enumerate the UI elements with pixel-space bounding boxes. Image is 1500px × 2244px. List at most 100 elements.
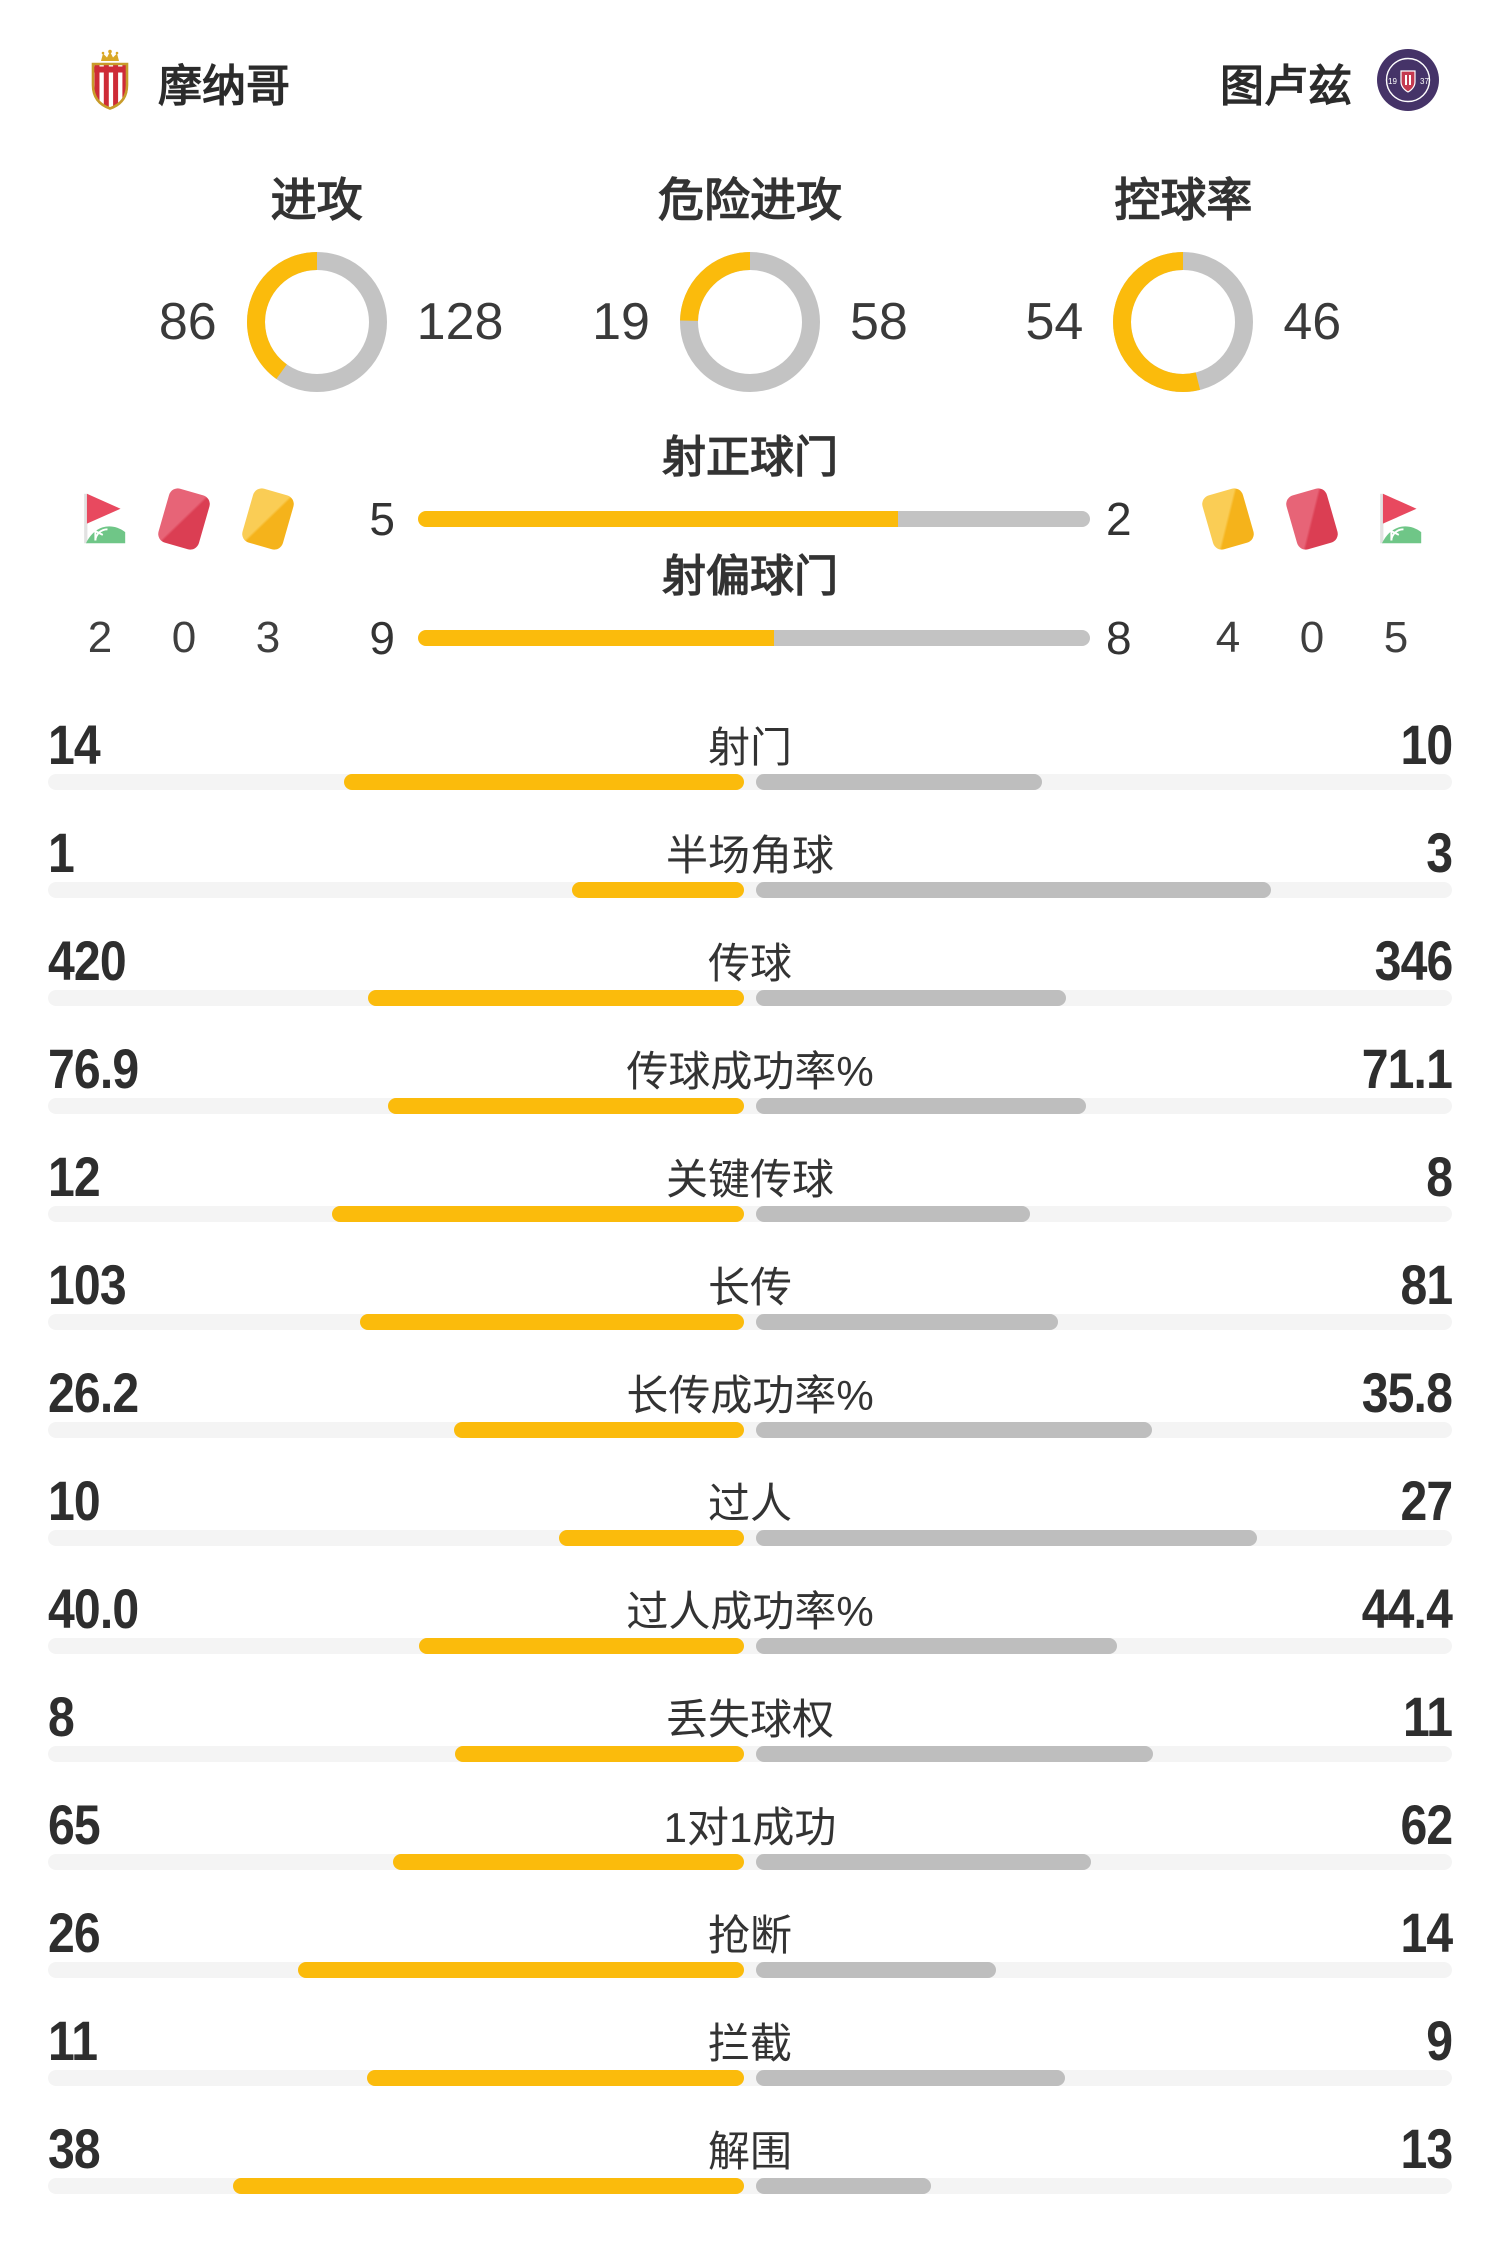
- home-stat-value: 10: [48, 1468, 101, 1532]
- stat-label: 抢断: [707, 1911, 793, 1959]
- stat-row: 8 丢失球权 11: [0, 1662, 1500, 1770]
- away-red-cards-value: 0: [1299, 613, 1325, 662]
- donut-title: 进攻: [270, 174, 363, 226]
- away-discipline-icons: [1200, 486, 1424, 552]
- home-corners-value: 2: [87, 613, 113, 662]
- away-stat-value: 27: [1400, 1468, 1453, 1532]
- stat-label: 过人: [707, 1479, 793, 1527]
- stat-label: 长传成功率%: [626, 1371, 874, 1419]
- away-stat-bar: [756, 2178, 931, 2194]
- away-stat-value: 3: [1426, 820, 1453, 884]
- away-shot-value: 2: [1106, 493, 1132, 545]
- donut-dangerous-attacks: 危险进攻 19 58: [533, 160, 966, 400]
- home-stat-bar: [298, 1962, 744, 1978]
- home-discipline-values: 2 0 3: [72, 610, 296, 666]
- home-discipline-icons: [72, 486, 296, 552]
- away-stat-bar: [756, 2070, 1065, 2086]
- home-shot-bar: [418, 630, 774, 646]
- away-stat-value: 71.1: [1361, 1036, 1453, 1100]
- home-yellow-cards-value: 3: [255, 613, 281, 662]
- away-stat-bar: [756, 1854, 1091, 1870]
- stat-row: 65 1对1成功 62: [0, 1770, 1500, 1878]
- stat-row: 40.0 过人成功率% 44.4: [0, 1554, 1500, 1662]
- home-stat-bar: [419, 1638, 744, 1654]
- home-stat-bar: [455, 1746, 744, 1762]
- home-stat-value: 65: [48, 1792, 101, 1856]
- home-stat-bar: [559, 1530, 744, 1546]
- away-shot-value: 8: [1106, 612, 1132, 664]
- home-stat-value: 76.9: [48, 1036, 139, 1100]
- home-donut-value: 86: [158, 293, 217, 351]
- home-team-logo: [86, 49, 134, 116]
- stat-bar-track: [48, 1422, 1452, 1438]
- home-stat-bar: [454, 1422, 744, 1438]
- away-team-name: 图卢兹: [1220, 62, 1352, 111]
- corner-flag-icon: [72, 489, 128, 549]
- home-shot-bar: [418, 511, 898, 527]
- home-stat-bar: [367, 2070, 744, 2086]
- home-shot-value: 5: [369, 493, 395, 545]
- stat-label: 拦截: [707, 2019, 793, 2067]
- away-stat-value: 62: [1400, 1792, 1453, 1856]
- away-stat-value: 8: [1426, 1144, 1453, 1208]
- home-stat-value: 420: [48, 928, 127, 992]
- match-header: 摩纳哥 图卢兹 19 37: [0, 40, 1500, 124]
- shots-off-target-bar: [418, 630, 1090, 646]
- away-stat-value: 11: [1402, 1684, 1453, 1748]
- stat-bar-track: [48, 1098, 1452, 1114]
- home-stat-value: 14: [48, 712, 101, 776]
- stat-row: 76.9 传球成功率% 71.1: [0, 1014, 1500, 1122]
- stat-label: 解围: [707, 2127, 793, 2175]
- stat-row: 38 解围 13: [0, 2094, 1500, 2202]
- stat-label: 射门: [707, 723, 793, 771]
- stat-label: 传球成功率%: [626, 1047, 874, 1095]
- away-stat-value: 14: [1400, 1900, 1453, 1964]
- donut-ring: [1113, 252, 1254, 392]
- stat-row: 26 抢断 14: [0, 1878, 1500, 1986]
- away-donut-value: 46: [1283, 293, 1342, 351]
- stat-row: 11 拦截 9: [0, 1986, 1500, 2094]
- away-team: 图卢兹 19 37: [1220, 48, 1440, 117]
- stat-row: 10 过人 27: [0, 1446, 1500, 1554]
- home-stat-value: 11: [48, 2008, 98, 2072]
- stat-bar-track: [48, 2070, 1452, 2086]
- away-stat-value: 9: [1426, 2008, 1453, 2072]
- home-donut-value: 19: [592, 293, 650, 351]
- stat-bar-track: [48, 1638, 1452, 1654]
- away-shot-bar: [773, 630, 1090, 646]
- away-shot-bar: [898, 511, 1090, 527]
- away-stat-bar: [756, 990, 1066, 1006]
- donut-possession: 控球率 54 46: [967, 160, 1400, 400]
- home-stat-value: 26.2: [48, 1360, 139, 1424]
- away-stat-bar: [756, 1422, 1152, 1438]
- away-stat-bar: [756, 1530, 1257, 1546]
- home-stat-bar: [360, 1314, 744, 1330]
- stat-label: 传球: [707, 939, 793, 987]
- away-stat-value: 44.4: [1361, 1576, 1453, 1640]
- away-stat-value: 10: [1400, 712, 1453, 776]
- donut-title: 危险进攻: [657, 174, 842, 226]
- away-stat-value: 35.8: [1361, 1360, 1453, 1424]
- home-stat-value: 1: [48, 820, 75, 884]
- stat-label: 半场角球: [665, 831, 835, 879]
- stat-bar-track: [48, 1962, 1452, 1978]
- away-stat-value: 81: [1400, 1252, 1453, 1316]
- home-stat-bar: [388, 1098, 744, 1114]
- shots-on-target-row: 5 2: [0, 486, 1500, 552]
- stat-label: 过人成功率%: [626, 1587, 874, 1635]
- away-stat-value: 346: [1374, 928, 1453, 992]
- away-donut-value: 128: [416, 293, 504, 351]
- stat-label: 丢失球权: [665, 1695, 835, 1743]
- home-stat-value: 8: [48, 1684, 75, 1748]
- stat-row: 26.2 长传成功率% 35.8: [0, 1338, 1500, 1446]
- away-team-logo: 19 37: [1376, 48, 1440, 117]
- away-stat-bar: [756, 1746, 1153, 1762]
- home-stat-value: 103: [48, 1252, 127, 1316]
- donut-ring: [679, 252, 820, 392]
- stat-row: 420 传球 346: [0, 906, 1500, 1014]
- red-card-icon: [1284, 486, 1340, 552]
- svg-text:37: 37: [1420, 77, 1429, 86]
- stat-bar-track: [48, 774, 1452, 790]
- away-stat-value: 13: [1400, 2116, 1453, 2180]
- home-stat-value: 38: [48, 2116, 101, 2180]
